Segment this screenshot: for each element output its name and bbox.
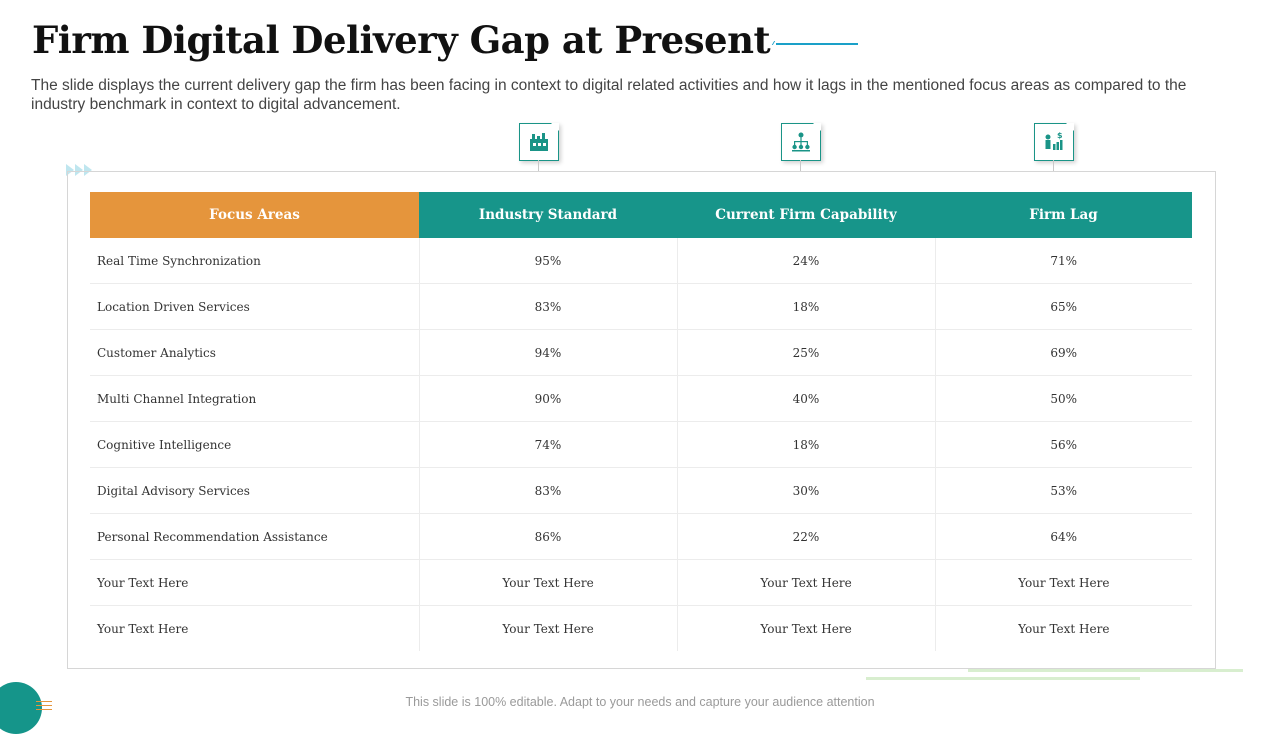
firm-lag-cell: 50% — [935, 375, 1192, 422]
industry-standard-cell: 83% — [419, 467, 678, 514]
firm-capability-cell: Your Text Here — [677, 605, 936, 651]
firm-capability-cell: 18% — [677, 283, 936, 330]
firm-capability-cell: 24% — [677, 238, 936, 284]
industry-standard-cell: Your Text Here — [419, 559, 678, 606]
firm-capability-cell: 18% — [677, 421, 936, 468]
focus-area-cell: Digital Advisory Services — [90, 467, 420, 514]
industry-standard-cell: Your Text Here — [419, 605, 678, 651]
firm-lag-cell: 69% — [935, 329, 1192, 376]
org-chart-icon — [781, 123, 821, 161]
firm-lag-cell: 71% — [935, 238, 1192, 284]
focus-area-cell: Your Text Here — [90, 605, 420, 651]
slide-description: The slide displays the current delivery … — [31, 77, 1187, 113]
firm-capability-cell: Your Text Here — [677, 559, 936, 606]
icon-connector — [800, 160, 801, 172]
header-focus-areas: Focus Areas — [90, 192, 419, 238]
table-row: Location Driven Services 83% 18% 65% — [90, 283, 1192, 330]
table-row: Personal Recommendation Assistance 86% 2… — [90, 513, 1192, 560]
firm-lag-cell: 65% — [935, 283, 1192, 330]
decorative-line — [968, 669, 1243, 672]
industry-standard-cell: 90% — [419, 375, 678, 422]
table-row: Customer Analytics 94% 25% 69% — [90, 329, 1192, 376]
table-row: Your Text Here Your Text Here Your Text … — [90, 605, 1192, 651]
header-firm-lag: Firm Lag — [935, 192, 1192, 238]
firm-lag-cell: 64% — [935, 513, 1192, 560]
table-header-row: Focus Areas Industry Standard Current Fi… — [90, 192, 1192, 238]
header-industry-standard: Industry Standard — [419, 192, 677, 238]
svg-text:$: $ — [1057, 131, 1063, 140]
financial-growth-icon: $ — [1034, 123, 1074, 161]
focus-area-cell: Personal Recommendation Assistance — [90, 513, 420, 560]
table-frame — [67, 171, 1216, 669]
menu-lines-icon — [36, 701, 52, 713]
table-row: Cognitive Intelligence 74% 18% 56% — [90, 421, 1192, 468]
firm-capability-cell: 40% — [677, 375, 936, 422]
chevron-decoration — [66, 164, 93, 178]
focus-area-cell: Your Text Here — [90, 559, 420, 606]
focus-area-cell: Real Time Synchronization — [90, 238, 420, 284]
firm-lag-cell: 53% — [935, 467, 1192, 514]
footer-note: This slide is 100% editable. Adapt to yo… — [405, 695, 875, 709]
firm-capability-cell: 25% — [677, 329, 936, 376]
focus-area-cell: Multi Channel Integration — [90, 375, 420, 422]
focus-area-cell: Cognitive Intelligence — [90, 421, 420, 468]
firm-capability-cell: 22% — [677, 513, 936, 560]
decorative-line — [866, 677, 1140, 680]
icon-connector — [1053, 160, 1054, 172]
focus-area-cell: Customer Analytics — [90, 329, 420, 376]
table-row: Multi Channel Integration 90% 40% 50% — [90, 375, 1192, 422]
firm-lag-cell: Your Text Here — [1018, 621, 1110, 636]
industry-standard-cell: 95% — [419, 238, 678, 284]
firm-lag-cell: Your Text Here — [935, 559, 1192, 606]
icon-connector — [538, 160, 539, 172]
focus-area-table: Focus Areas Industry Standard Current Fi… — [90, 192, 1192, 651]
firm-capability-cell: 30% — [677, 467, 936, 514]
table-row: Digital Advisory Services 83% 30% 53% — [90, 467, 1192, 514]
page-title: Firm Digital Delivery Gap at Present — [32, 18, 771, 62]
table-row: Real Time Synchronization 95% 24% 71% — [90, 238, 1192, 284]
factory-icon — [519, 123, 559, 161]
industry-standard-cell: 74% — [419, 421, 678, 468]
table-row: Your Text Here Your Text Here Your Text … — [90, 559, 1192, 606]
industry-standard-cell: 83% — [419, 283, 678, 330]
industry-standard-cell: 94% — [419, 329, 678, 376]
firm-lag-cell: 56% — [935, 421, 1192, 468]
title-accent-line — [776, 43, 858, 45]
industry-standard-cell: 86% — [419, 513, 678, 560]
header-current-firm-capability: Current Firm Capability — [677, 192, 935, 238]
focus-area-cell: Location Driven Services — [90, 283, 420, 330]
